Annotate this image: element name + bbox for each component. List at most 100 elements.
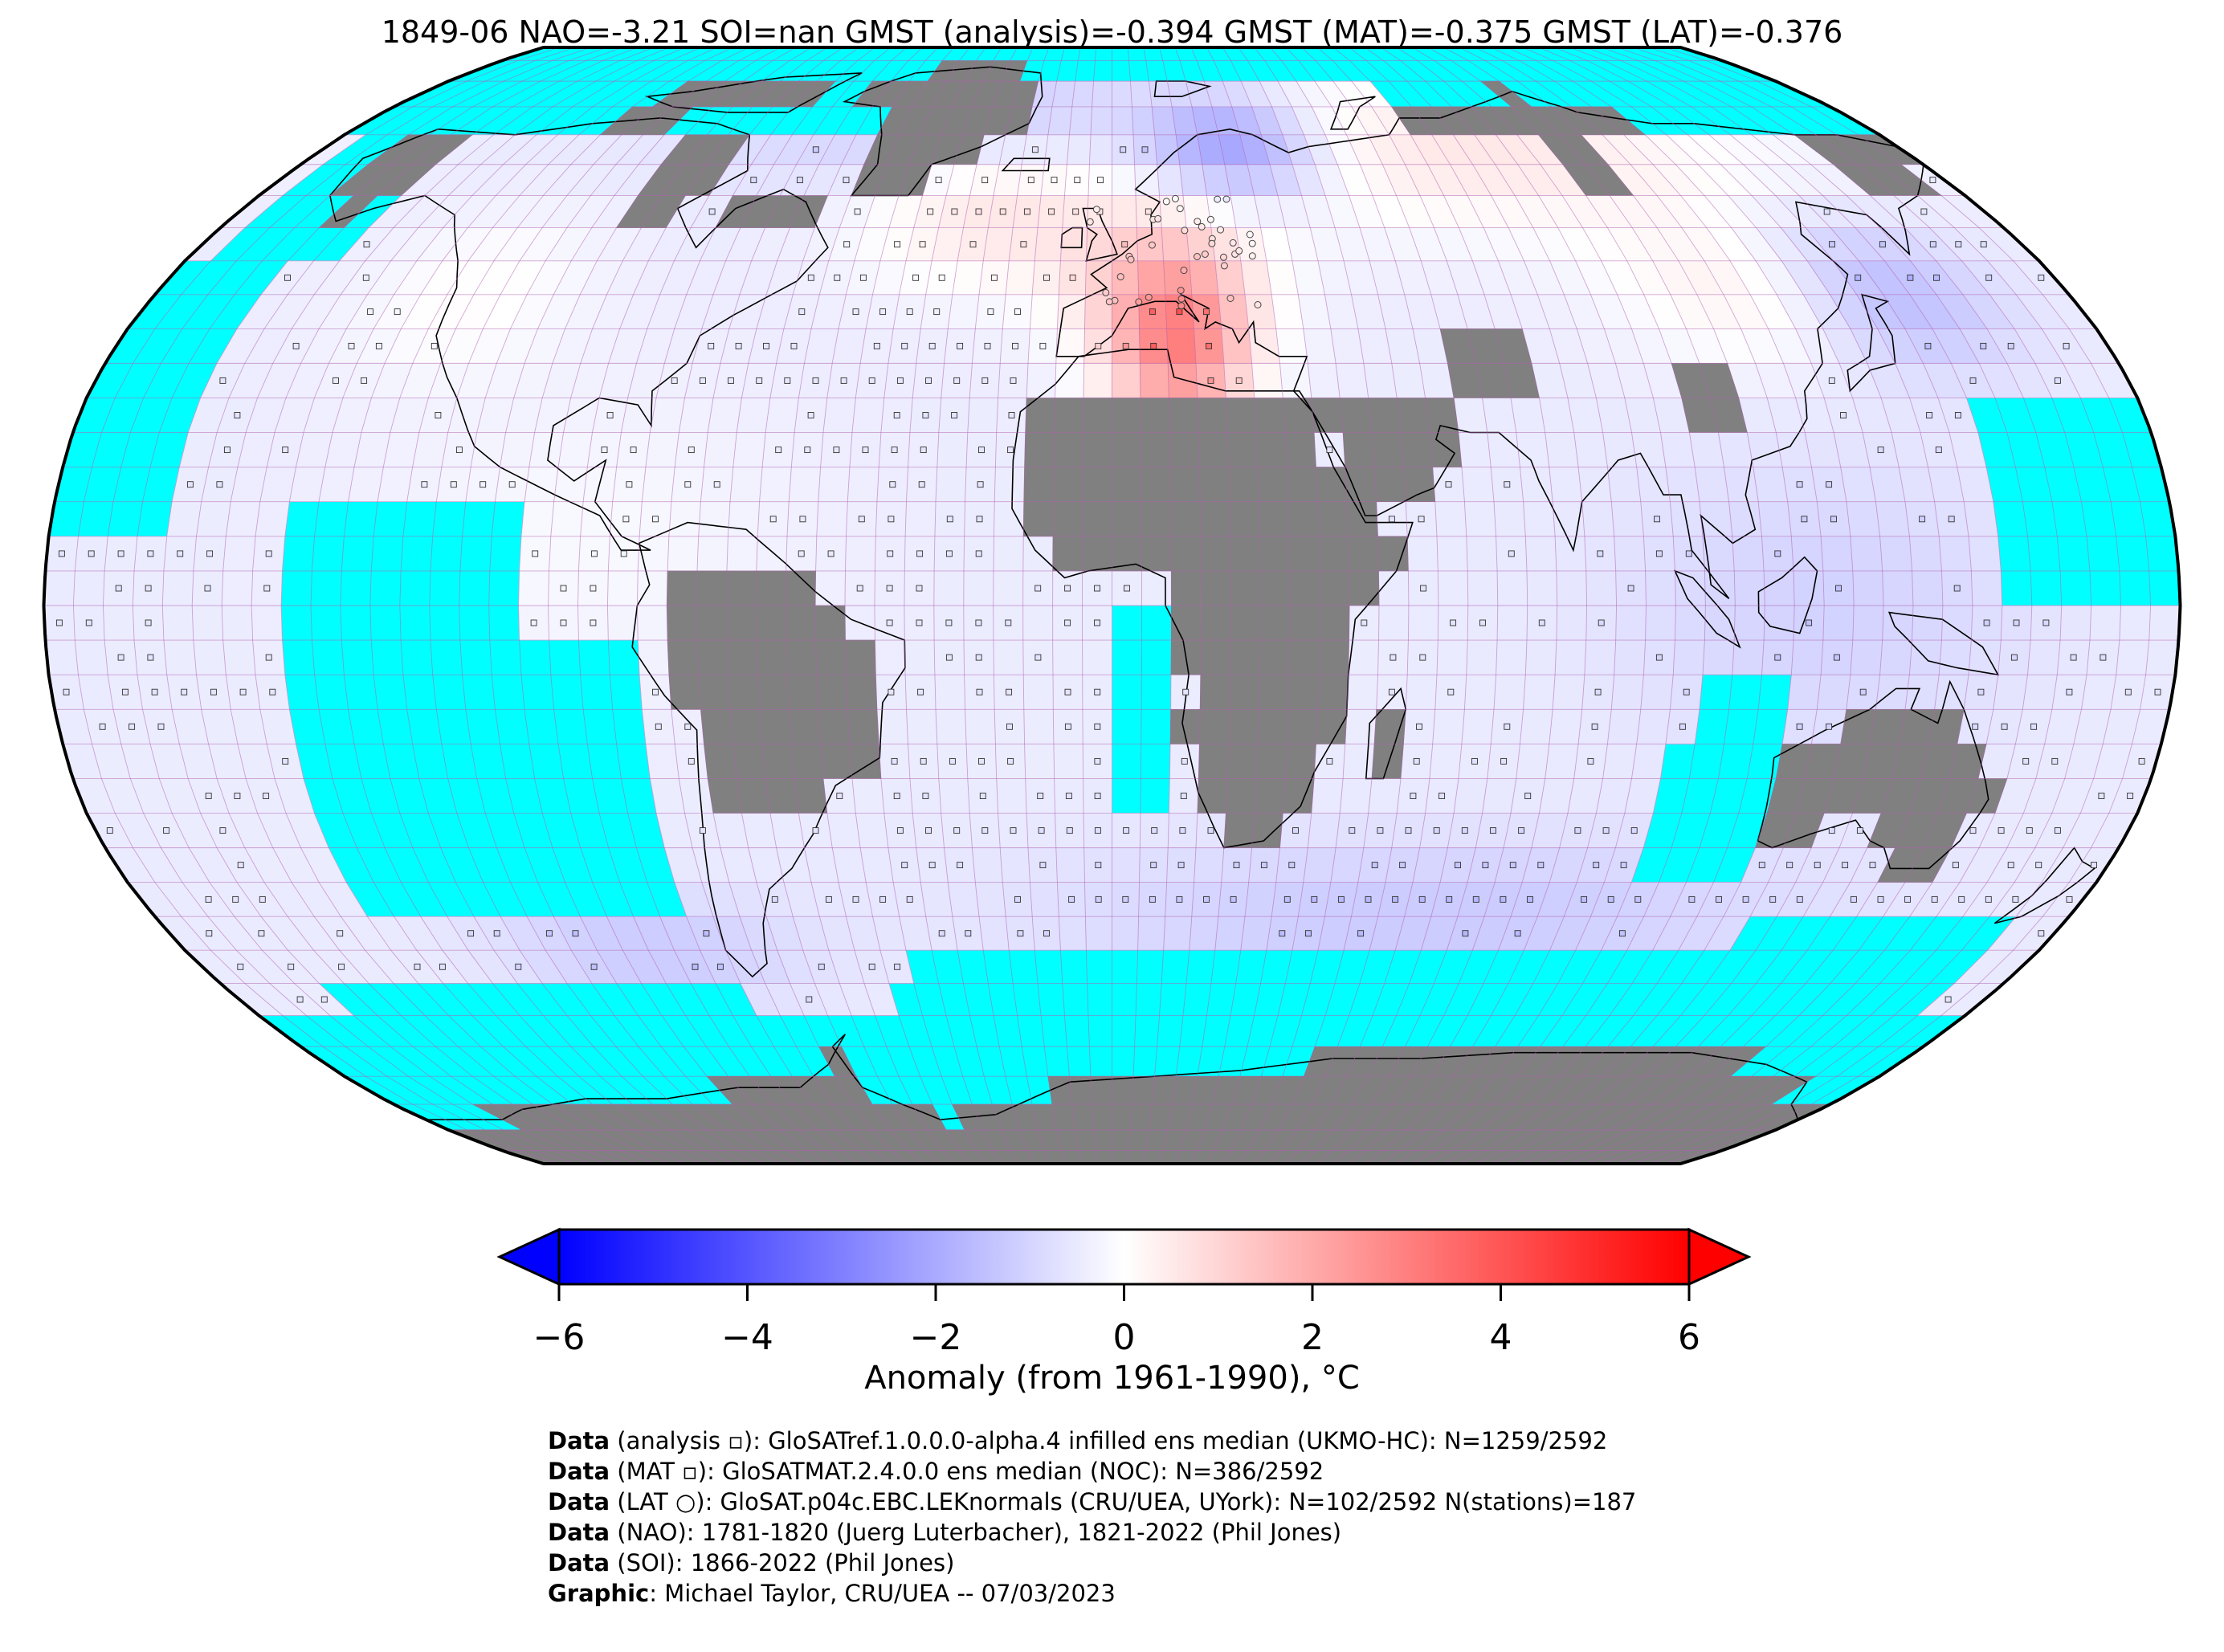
marine-obs-marker: [896, 827, 904, 834]
land-station-marker: [1220, 253, 1227, 261]
marine-obs-marker: [951, 412, 958, 418]
marine-obs-marker: [2054, 377, 2061, 384]
marine-obs-marker: [2030, 723, 2038, 730]
land-no-data-cell: [1396, 398, 1430, 433]
credit-text: (MAT ▫): GloSATMAT.2.4.0.0 ens median (N…: [610, 1458, 1324, 1485]
marine-obs-marker: [886, 619, 893, 626]
coastline-new-zealand: [1993, 846, 2096, 924]
marine-obs-marker: [891, 447, 898, 454]
land-no-data-cell: [1371, 744, 1404, 779]
land-no-data-cell: [1223, 813, 1255, 848]
grid-cell: [1822, 605, 1855, 641]
grid-cell: [1753, 467, 1789, 502]
grid-cell: [1850, 536, 1883, 572]
land-station-marker: [1116, 273, 1124, 281]
land-no-data-cell: [1169, 432, 1200, 467]
land-no-data-cell: [1199, 467, 1230, 502]
grid-cell: [726, 536, 758, 572]
credit-key: Data: [548, 1427, 610, 1454]
land-no-data-cell: [1112, 1129, 1131, 1151]
marine-obs-marker: [1039, 342, 1047, 349]
marine-obs-marker: [928, 862, 936, 869]
grid-cell: [1466, 536, 1498, 572]
marine-obs-marker: [63, 688, 70, 695]
marine-obs-marker: [1006, 723, 1013, 730]
marine-obs-marker: [1490, 827, 1496, 834]
grid-cell: [1496, 605, 1528, 641]
grid-cell: [1429, 744, 1463, 779]
marine-obs-marker: [263, 793, 270, 799]
grid-cell: [1904, 674, 1940, 710]
marine-obs-marker: [620, 550, 627, 557]
marine-obs-marker: [1929, 241, 1936, 248]
grid-cell: [1875, 501, 1910, 537]
land-no-data-cell: [1140, 398, 1170, 433]
grid-cell: [1934, 674, 1969, 710]
marine-obs-marker: [1786, 862, 1793, 869]
marine-obs-marker: [1151, 827, 1158, 834]
grid-cell: [788, 467, 821, 502]
marine-obs-marker: [1008, 412, 1015, 418]
marine-obs-marker: [1524, 793, 1532, 799]
marine-obs-marker: [699, 827, 706, 834]
grid-cell: [1879, 536, 1912, 572]
grid-cell: [1602, 432, 1638, 467]
grid-cell: [875, 639, 906, 675]
land-station-marker: [1198, 222, 1206, 230]
marine-obs-marker: [920, 447, 927, 454]
grid-cell: [1163, 916, 1193, 951]
marine-obs-marker: [812, 377, 819, 384]
grid-cell: [994, 467, 1025, 502]
grid-cell: [1067, 134, 1092, 165]
marine-obs-marker: [431, 342, 438, 349]
marine-obs-marker: [1149, 895, 1156, 903]
land-no-data-cell: [1169, 398, 1199, 433]
land-station-marker: [1105, 298, 1113, 306]
land-no-data-cell: [736, 778, 771, 814]
marine-obs-marker: [750, 177, 757, 184]
grid-cell: [967, 398, 998, 433]
grid-cell: [1275, 328, 1308, 364]
grid-cell: [947, 294, 980, 329]
marine-obs-marker: [1095, 862, 1102, 869]
land-station-marker: [1201, 251, 1209, 258]
marine-obs-marker: [1806, 619, 1813, 626]
grid-cell: [1378, 570, 1410, 606]
land-station-marker: [1180, 267, 1188, 275]
marine-obs-marker: [1027, 177, 1034, 184]
marine-obs-marker: [1679, 723, 1686, 730]
marine-obs-marker: [88, 550, 95, 557]
marine-obs-marker: [945, 619, 953, 626]
grid-cell: [1757, 501, 1792, 537]
marine-obs-marker: [1068, 895, 1075, 903]
colorbar-gradient: [557, 1228, 1691, 1286]
grid-cell: [1636, 709, 1671, 744]
marine-obs-marker: [977, 481, 984, 488]
marine-obs-marker: [868, 963, 875, 970]
land-no-data-cell: [1092, 1103, 1112, 1131]
grid-cell: [1112, 80, 1132, 108]
grid-cell: [1549, 709, 1583, 744]
land-no-data-cell: [1197, 778, 1228, 814]
land-no-data-cell: [1259, 605, 1291, 641]
grid-cell: [1214, 260, 1246, 296]
marine-obs-marker: [688, 757, 695, 765]
grid-cell: [814, 570, 846, 606]
grid-cell: [1607, 709, 1642, 744]
marine-obs-marker: [888, 516, 895, 523]
marine-obs-marker: [1418, 516, 1425, 523]
colorbar-tick-label: −6: [533, 1317, 586, 1358]
grid-cell: [1157, 164, 1184, 196]
grid-cell: [645, 744, 679, 779]
marine-obs-marker: [894, 963, 901, 970]
grid-cell: [1434, 501, 1467, 537]
land-station-marker: [1194, 218, 1202, 226]
grid-cell: [1071, 80, 1094, 108]
land-no-data-cell: [818, 709, 851, 744]
grid-cell: [1660, 432, 1696, 467]
marine-obs-marker: [590, 550, 598, 557]
marine-obs-marker: [1121, 241, 1128, 248]
marine-obs-marker: [1627, 585, 1634, 592]
grid-cell: [1912, 570, 1944, 606]
marine-obs-marker: [1141, 146, 1149, 153]
